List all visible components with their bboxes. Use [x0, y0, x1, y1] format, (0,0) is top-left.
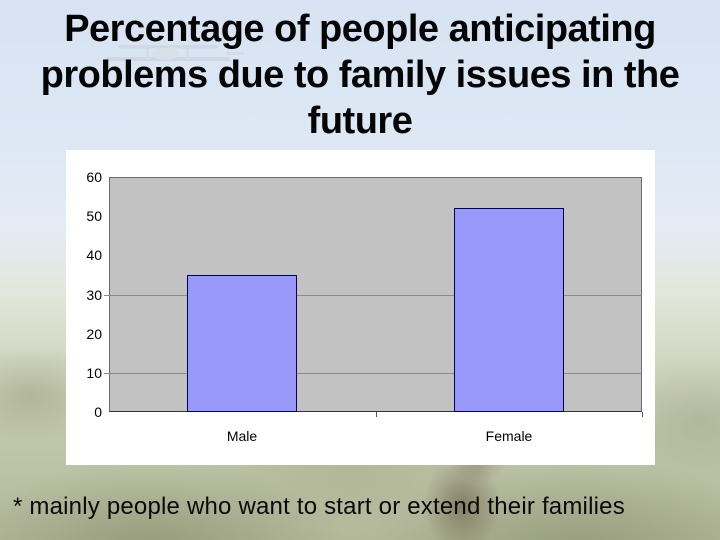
y-tick-label-20: 20	[86, 326, 102, 342]
x-label-male: Male	[226, 428, 258, 444]
y-tick-label-60: 60	[86, 169, 102, 185]
x-label-female: Female	[485, 428, 533, 444]
slide-title-line-2: problems due to family issues in the	[40, 54, 680, 96]
y-tick-label-0: 0	[94, 404, 102, 420]
y-tick-label-50: 50	[86, 208, 102, 224]
slide-title: Percentage of people anticipating proble…	[0, 6, 720, 144]
y-tick-label-10: 10	[86, 365, 102, 381]
y-tick-label-40: 40	[86, 247, 102, 263]
gridline-10	[104, 373, 642, 374]
x-axis-tick-1	[642, 412, 643, 417]
y-tick-label-30: 30	[86, 287, 102, 303]
footnote: * mainly people who want to start or ext…	[13, 493, 625, 520]
x-axis-tick-0	[376, 412, 377, 417]
bar-male	[187, 275, 297, 412]
slide-title-line-3: future	[307, 100, 413, 142]
slide-title-line-1: Percentage of people anticipating	[64, 8, 656, 50]
chart: 0 10 20 30 40 50 60 Male Female	[66, 150, 655, 465]
bar-female	[454, 208, 564, 412]
gridline-30	[104, 295, 642, 296]
biplane-icon	[100, 42, 250, 68]
